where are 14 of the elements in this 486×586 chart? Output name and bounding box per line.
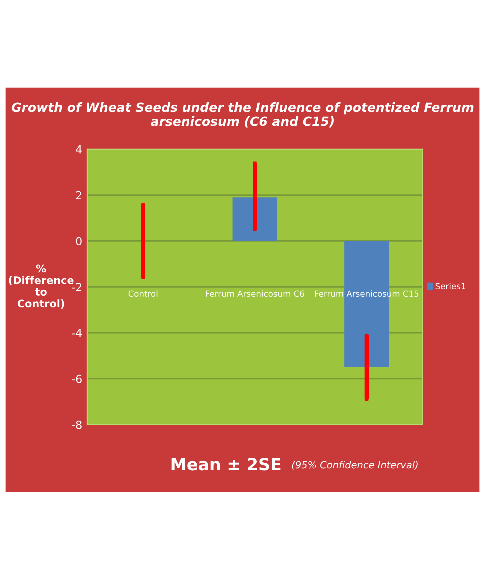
y-tick-label: 2: [76, 191, 82, 200]
y-axis-title: % (Difference to Control): [9, 264, 74, 309]
y-tick-label: -6: [72, 374, 82, 384]
x-tick-label: Ferrum Arsenicosum C6: [206, 290, 304, 298]
y-tick-label: 0: [76, 237, 82, 246]
text: Mean ± 2SE: [172, 458, 281, 471]
legend-label: Series1: [436, 283, 466, 290]
text: (95% Confidence Interval): [292, 461, 418, 470]
y-tick-label: 4: [76, 146, 82, 154]
y-tick-label: -2: [72, 283, 82, 292]
x-tick-label: Control: [128, 290, 158, 298]
y-tick-label: -4: [72, 329, 82, 338]
y-tick-label: -8: [72, 420, 82, 430]
chart-title: Growth of Wheat Seeds under the Influence of potentized Ferrum arsenicosum (C6 and C15): [12, 102, 474, 128]
